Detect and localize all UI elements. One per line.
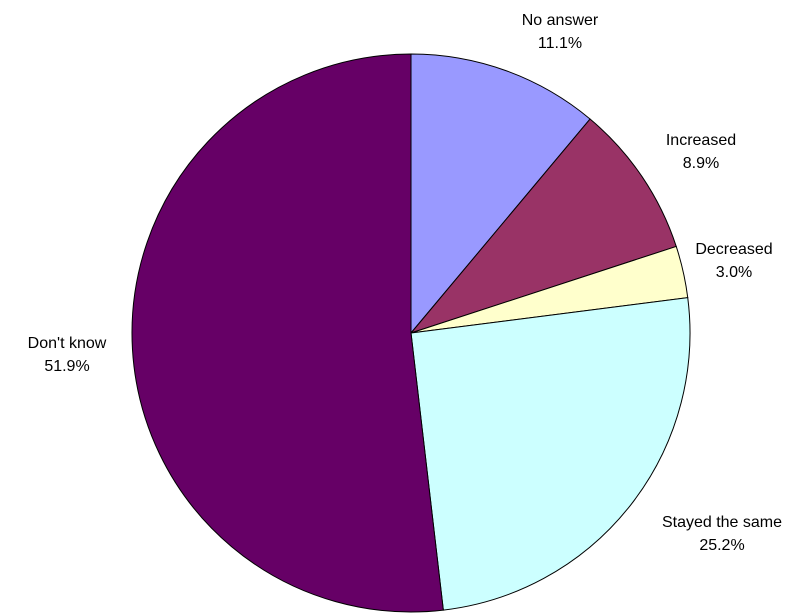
pie-slice-don-t-know — [131, 53, 444, 613]
slice-label: Decreased — [695, 241, 772, 258]
slice-label: Don't know — [28, 335, 107, 352]
labels-layer: No answer 11.1% Increased 8.9% Decreased 3.0%… — [28, 12, 782, 554]
slice-value-label: 11.1% — [538, 35, 582, 52]
slice-label: Stayed the same — [662, 514, 782, 531]
slice-value-label: 25.2% — [699, 537, 744, 554]
pie-slice-increased — [409, 118, 677, 335]
slices-layer — [131, 53, 691, 613]
pie-slice-no-answer — [410, 53, 591, 335]
slice-value-label: 8.9% — [683, 155, 719, 172]
pie-slice-stayed-the-same — [410, 297, 691, 611]
slice-value-label: 3.0% — [716, 264, 752, 281]
slice-label: No answer — [522, 12, 599, 29]
slice-label: Increased — [666, 132, 736, 149]
slice-value-label: 51.9% — [44, 358, 89, 375]
